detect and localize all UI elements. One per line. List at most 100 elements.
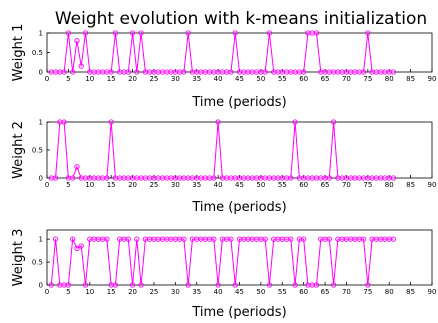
weight-3-point — [232, 282, 238, 288]
weight-3-point — [262, 236, 268, 242]
weight-2-x-tick-label: 85 — [406, 181, 415, 189]
weight-2-x-tick-label: 60 — [299, 181, 308, 189]
weight-1-point — [301, 69, 307, 75]
weight-1-x-tick-label: 0 — [45, 75, 49, 83]
weight-3-y-axis-label: Weight 3 — [11, 229, 26, 287]
weight-3-x-tick-label: 70 — [342, 288, 351, 296]
weight-2-point — [61, 119, 67, 125]
weight-3-point — [185, 282, 191, 288]
weight-3-x-tick-label: 0 — [45, 288, 49, 296]
weight-2-x-tick-label: 75 — [363, 181, 372, 189]
weight-3-point — [288, 236, 294, 242]
weight-3-point — [228, 236, 234, 242]
weight-2-x-tick-label: 90 — [428, 181, 437, 189]
weight-1-point — [232, 30, 238, 36]
weight-2-point — [390, 175, 397, 181]
weight-3-point — [330, 282, 337, 288]
weight-3-point — [292, 282, 298, 288]
weight-1-x-tick-label: 80 — [385, 75, 394, 83]
weight-2-panel: 0 5 10 15 20 25 30 35 40 45 50 55 60 65 70 75 80 85 90 0 0.5… — [11, 119, 436, 216]
weight-3-point — [70, 236, 76, 242]
weight-1-point — [360, 69, 367, 75]
weight-1-y-tick-label: 0.5 — [32, 49, 43, 57]
weight-1-point — [390, 69, 397, 75]
weight-1-y-tick-label: 1 — [39, 30, 43, 38]
weight-3-series-line — [50, 237, 394, 286]
figure-title: Weight evolution with k-means initializa… — [55, 9, 427, 29]
weight-2-point — [70, 175, 76, 181]
weight-1-x-tick-label: 10 — [85, 75, 94, 83]
weight-2-point — [330, 119, 337, 125]
weight-2-series-line — [51, 121, 394, 179]
weight-3-point — [48, 282, 54, 288]
weight-3-x-tick-label: 90 — [428, 288, 437, 296]
weight-1-x-tick-label: 5 — [66, 75, 70, 83]
weight-1-x-tick-label: 90 — [428, 75, 437, 83]
weight-3-x-tick-label: 40 — [214, 288, 223, 296]
weight-1-x-tick-label: 20 — [128, 75, 137, 83]
weight-1-panel: 0 5 10 15 20 25 30 35 40 45 50 55 60 65 70 75 80 85 90 0 0.5… — [11, 24, 436, 110]
weight-3-point — [215, 282, 221, 288]
weight-2-y-tick-label: 1 — [39, 119, 43, 127]
weight-2-point — [74, 164, 80, 170]
weight-1-point — [74, 38, 80, 44]
weight-2-x-tick-label: 70 — [342, 181, 351, 189]
weight-1-x-tick-label: 85 — [406, 75, 415, 83]
weight-2-x-tick-label: 40 — [214, 181, 223, 189]
weight-1-point — [70, 69, 76, 75]
weight-2-x-tick-label: 35 — [192, 181, 201, 189]
weight-1-y-tick-label: 0 — [39, 69, 43, 77]
weight-3-x-tick-label: 65 — [321, 288, 330, 296]
weight-2-x-axis-label: Time (periods) — [191, 200, 286, 215]
weight-1-x-tick-label: 45 — [235, 75, 244, 83]
weight-2-point — [215, 119, 221, 125]
weight-1-point — [365, 30, 371, 36]
weight-1-x-tick-label: 60 — [299, 75, 308, 83]
weight-3-point — [78, 243, 84, 249]
weight-1-x-axis-label: Time (periods) — [191, 95, 286, 110]
weight-3-point — [360, 236, 367, 242]
weight-2-x-tick-label: 55 — [278, 181, 287, 189]
weight-3-point — [390, 236, 397, 242]
weight-3-point — [313, 282, 320, 288]
weight-2-x-tick-label: 20 — [128, 181, 137, 189]
weight-1-point — [112, 30, 119, 36]
weight-3-point — [134, 236, 140, 242]
weight-1-x-tick-label: 40 — [214, 75, 223, 83]
weight-1-point — [266, 30, 273, 36]
weight-3-panel: 0 5 10 15 20 25 30 35 40 45 50 55 60 65 70 75 80 85 90 0 0.5… — [11, 229, 436, 320]
weight-1-x-tick-label: 55 — [278, 75, 287, 83]
weight-1-point — [61, 69, 67, 75]
weight-3-point — [112, 282, 119, 288]
weight-3-x-tick-label: 20 — [128, 288, 137, 296]
weight-1-x-tick-label: 30 — [171, 75, 180, 83]
weight-1-point — [65, 30, 72, 36]
weight-2-point — [288, 175, 294, 181]
weight-2-y-tick-label: 0.5 — [32, 147, 43, 155]
weight-2-x-tick-label: 65 — [321, 181, 330, 189]
weight-2-x-tick-label: 0 — [45, 181, 49, 189]
weight-1-point — [262, 69, 268, 75]
weight-1-x-tick-label: 75 — [363, 75, 372, 83]
weight-3-x-tick-label: 25 — [149, 288, 158, 296]
weight-3-point — [104, 236, 110, 242]
weight-3-point — [266, 282, 273, 288]
weight-1-x-tick-label: 50 — [256, 75, 265, 83]
weight-3-x-tick-label: 10 — [85, 288, 94, 296]
weight-2-point — [52, 175, 59, 181]
weight-1-point — [185, 30, 191, 36]
weight-1-point — [125, 69, 131, 75]
weight-3-point — [211, 236, 217, 242]
weight-1-x-tick-label: 35 — [192, 75, 201, 83]
weight-2-x-tick-label: 25 — [149, 181, 158, 189]
weight-2-x-tick-label: 10 — [85, 181, 94, 189]
weight-3-point — [181, 236, 187, 242]
weight-1-series-line — [51, 32, 394, 73]
weight-3-y-tick-label: 0.5 — [32, 259, 43, 267]
weight-1-point — [181, 69, 187, 75]
weight-3-x-tick-label: 85 — [406, 288, 415, 296]
weight-2-point — [326, 175, 332, 181]
weight-2-point — [211, 175, 217, 181]
weight-1-point — [82, 30, 89, 36]
